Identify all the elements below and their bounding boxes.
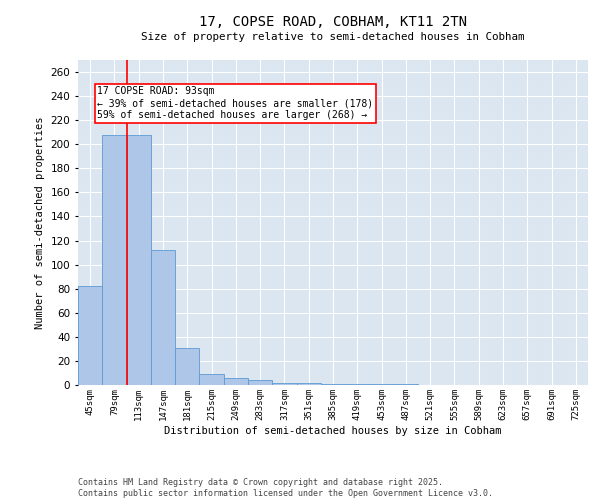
Bar [151, 250, 175, 385]
Bar [272, 382, 296, 385]
X-axis label: Distribution of semi-detached houses by size in Cobham: Distribution of semi-detached houses by … [164, 426, 502, 436]
Bar [102, 134, 127, 385]
Bar [345, 384, 370, 385]
Text: 17 COPSE ROAD: 93sqm
← 39% of semi-detached houses are smaller (178)
59% of semi: 17 COPSE ROAD: 93sqm ← 39% of semi-detac… [97, 86, 374, 120]
Bar [78, 286, 102, 385]
Bar [199, 374, 224, 385]
Bar [370, 384, 394, 385]
Bar [296, 382, 321, 385]
Text: Contains HM Land Registry data © Crown copyright and database right 2025.
Contai: Contains HM Land Registry data © Crown c… [78, 478, 493, 498]
Bar [224, 378, 248, 385]
Text: Size of property relative to semi-detached houses in Cobham: Size of property relative to semi-detach… [141, 32, 525, 42]
Bar [321, 384, 345, 385]
Bar [175, 348, 199, 385]
Bar [394, 384, 418, 385]
Text: 17, COPSE ROAD, COBHAM, KT11 2TN: 17, COPSE ROAD, COBHAM, KT11 2TN [199, 15, 467, 29]
Bar [127, 134, 151, 385]
Bar [248, 380, 272, 385]
Y-axis label: Number of semi-detached properties: Number of semi-detached properties [35, 116, 45, 329]
